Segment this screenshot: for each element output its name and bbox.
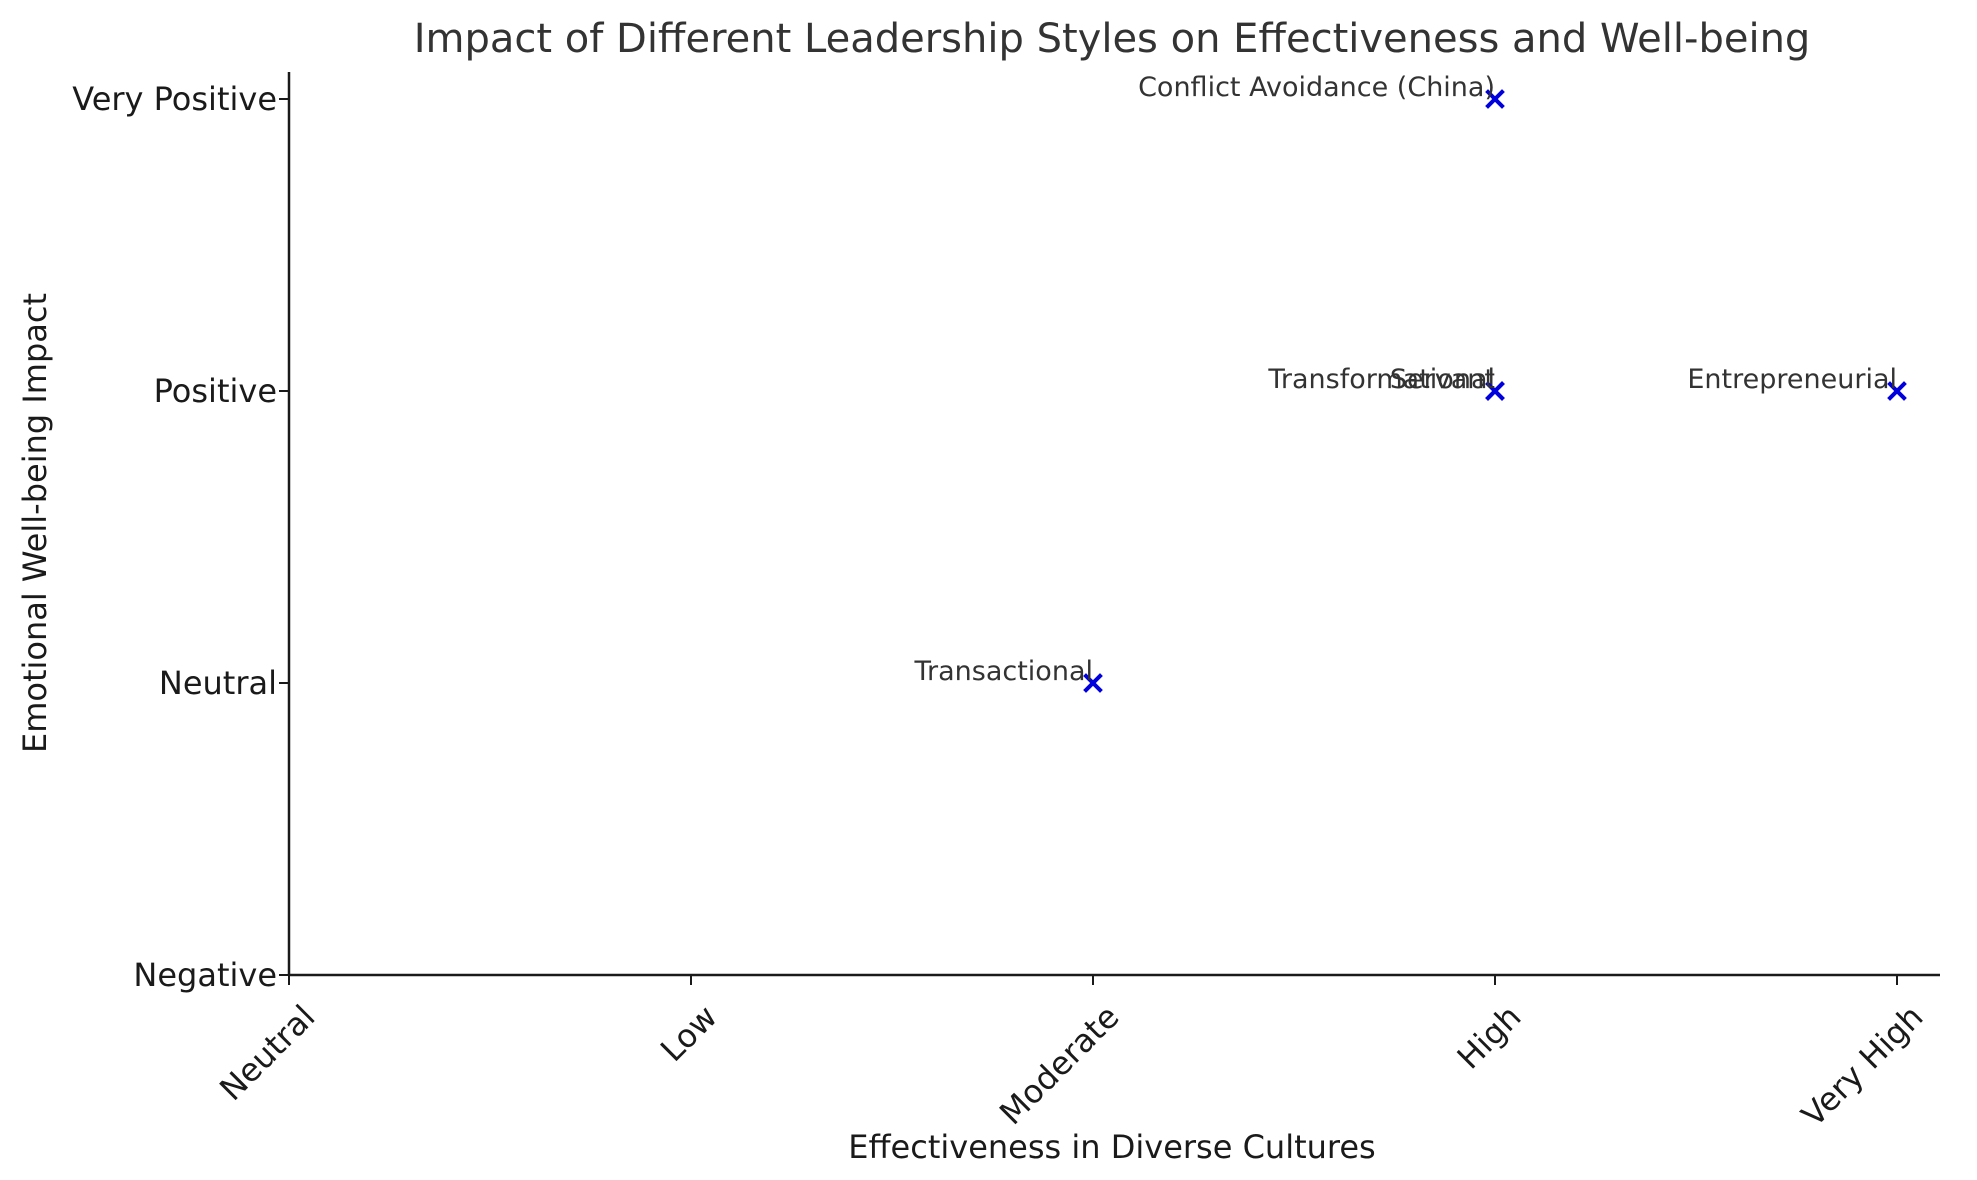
y-tick-label: Very Positive	[72, 80, 277, 118]
x-tick-label: Very High	[1794, 998, 1930, 1134]
point-label: Transactional	[913, 656, 1093, 687]
y-axis-label: Emotional Well-being Impact	[16, 293, 54, 753]
data-point: Transactional	[913, 656, 1103, 693]
point-label: Entrepreneurial	[1687, 364, 1897, 395]
y-tick-label: Neutral	[159, 664, 277, 702]
data-point: Servant	[1390, 364, 1505, 401]
point-label: Servant	[1390, 364, 1495, 395]
x-tick-label: Moderate	[992, 998, 1126, 1132]
x-axis-label: Effectiveness in Diverse Cultures	[848, 1128, 1375, 1166]
point-marker	[1887, 381, 1907, 401]
point-label: Transformational	[1267, 364, 1495, 395]
point-marker	[1083, 673, 1103, 693]
y-tick-label: Negative	[133, 956, 277, 994]
x-tick-label: Neutral	[212, 998, 322, 1108]
point-label: Conflict Avoidance (China)	[1138, 72, 1495, 103]
y-tick-label: Positive	[154, 372, 277, 410]
x-tick-label: High	[1450, 998, 1529, 1077]
chart-title: Impact of Different Leadership Styles on…	[414, 16, 1811, 62]
plot-area: Neutral Low Moderate High Very High Negative N…	[72, 72, 1940, 1134]
x-tick-label: Low	[653, 998, 724, 1069]
point-marker	[1485, 381, 1505, 401]
data-point: Entrepreneurial	[1687, 364, 1907, 401]
point-marker	[1485, 89, 1505, 109]
data-point: Conflict Avoidance (China)	[1138, 72, 1505, 109]
